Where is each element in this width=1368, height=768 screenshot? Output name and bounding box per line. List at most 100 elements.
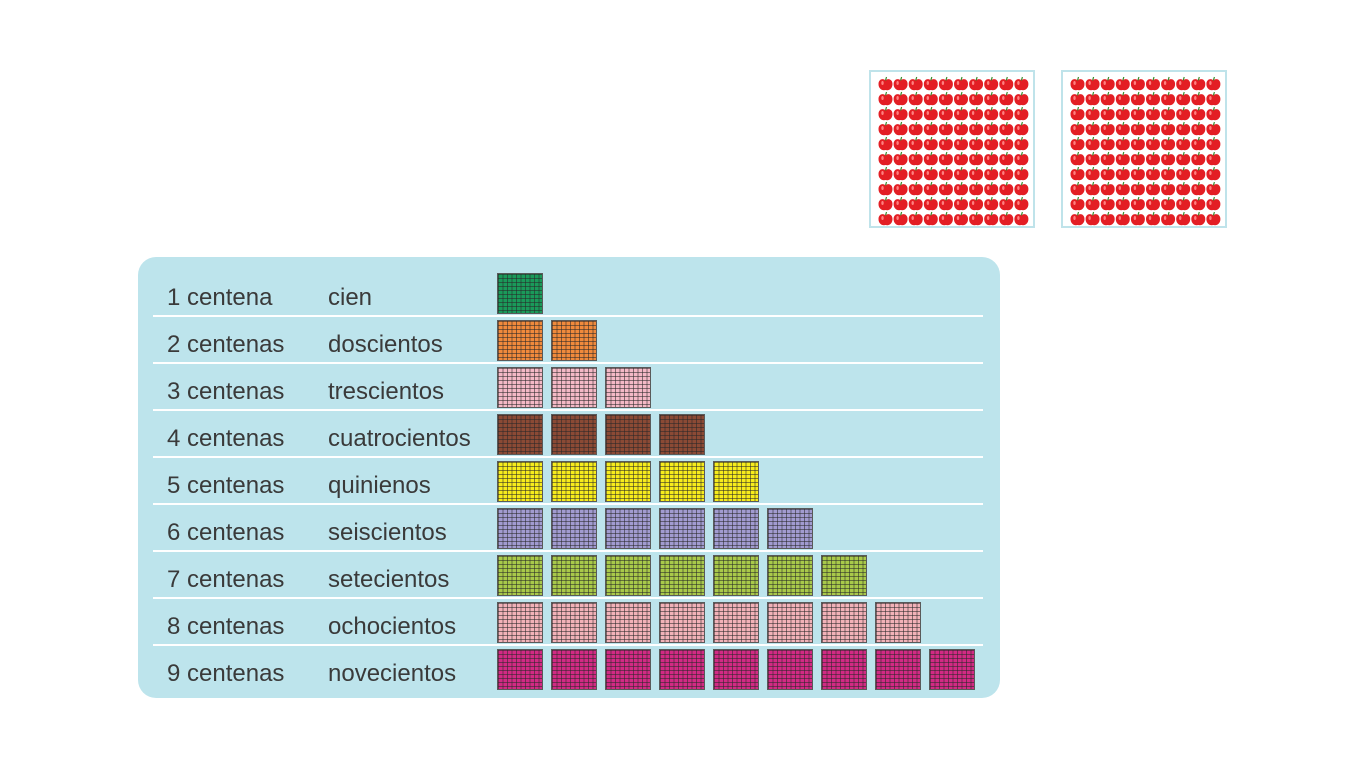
hundred-block <box>605 602 651 643</box>
apple-icon <box>1176 181 1191 196</box>
table-row: 5 centenas quinienos <box>153 458 983 505</box>
apple-icon <box>878 196 893 211</box>
apple-icon <box>999 106 1014 121</box>
apple-icon <box>969 181 984 196</box>
apple-icon <box>908 91 923 106</box>
hundred-block <box>713 649 759 690</box>
hundred-block <box>713 602 759 643</box>
apple-icon <box>1146 196 1160 211</box>
apple-icon <box>1100 196 1115 211</box>
apple-icon <box>1085 166 1100 181</box>
apple-icon <box>908 181 923 196</box>
table-row: 4 centenas cuatrocientos <box>153 411 983 458</box>
apple-icon <box>954 181 968 196</box>
apple-icon <box>999 181 1014 196</box>
apple-icon <box>1206 166 1221 181</box>
apple-icon <box>954 76 968 91</box>
hundred-block <box>659 602 705 643</box>
hundred-block <box>497 414 543 455</box>
apple-icon <box>1070 76 1085 91</box>
apple-icon <box>1070 181 1085 196</box>
apple-icon <box>1085 91 1100 106</box>
hundred-block <box>659 649 705 690</box>
hundred-block <box>551 414 597 455</box>
row-divider <box>153 550 983 552</box>
apple-icon <box>923 121 938 136</box>
apple-icon <box>893 151 908 166</box>
hundred-block <box>497 320 543 361</box>
apple-icon <box>1161 196 1176 211</box>
row-word-label: cien <box>328 284 373 311</box>
apple-icon <box>908 136 923 151</box>
apple-icon <box>1146 166 1160 181</box>
apple-icon <box>938 196 953 211</box>
hundred-block <box>551 508 597 549</box>
apple-icon <box>1085 106 1100 121</box>
hundred-block <box>497 508 543 549</box>
apple-icon <box>999 166 1014 181</box>
hundred-block <box>659 555 705 596</box>
apple-icon <box>954 91 968 106</box>
hundred-block <box>497 555 543 596</box>
apple-icon <box>1100 181 1115 196</box>
apple-icon <box>1085 211 1100 226</box>
apple-icon <box>908 196 923 211</box>
apple-icon <box>1085 196 1100 211</box>
apple-icon <box>1115 121 1130 136</box>
apple-icon <box>1014 151 1029 166</box>
hundred-block <box>929 649 975 690</box>
row-word-label: doscientos <box>328 331 443 358</box>
apple-icon <box>1100 166 1115 181</box>
apple-icon <box>1085 76 1100 91</box>
apple-icon <box>984 106 999 121</box>
apple-hundred-box-1 <box>869 70 1035 228</box>
apple-icon <box>954 196 968 211</box>
row-word-label: quinienos <box>328 472 431 499</box>
apple-icon <box>954 106 968 121</box>
apple-icon <box>878 151 893 166</box>
apple-icon <box>1206 91 1221 106</box>
hundred-block <box>821 602 867 643</box>
apple-icon <box>1014 196 1029 211</box>
apple-icon <box>1085 151 1100 166</box>
apple-icon <box>1014 166 1029 181</box>
row-divider <box>153 644 983 646</box>
apple-icon <box>1070 91 1085 106</box>
row-count-label: 2 centenas <box>167 331 285 358</box>
row-word-label: novecientos <box>328 660 457 687</box>
apple-grid-icon <box>1070 76 1221 226</box>
apple-icon <box>923 151 938 166</box>
apple-icon <box>1130 181 1145 196</box>
apple-icon <box>878 91 893 106</box>
apple-icon <box>1161 211 1176 226</box>
table-row: 3 centenas trescientos <box>153 364 983 411</box>
hundred-block <box>605 367 651 408</box>
row-count-label: 4 centenas <box>167 425 285 452</box>
apple-icon <box>1130 76 1145 91</box>
apple-icon <box>938 181 953 196</box>
apple-icon <box>969 166 984 181</box>
apple-icon <box>878 76 893 91</box>
table-row: 9 centenas novecientos <box>153 646 983 693</box>
apple-icon <box>878 181 893 196</box>
apple-icon <box>1130 166 1145 181</box>
apple-hundred-box-2 <box>1061 70 1227 228</box>
apple-icon <box>1115 151 1130 166</box>
apple-icon <box>878 121 893 136</box>
apple-icon <box>923 166 938 181</box>
hundred-block <box>551 602 597 643</box>
apple-icon <box>969 121 984 136</box>
apple-icon <box>1014 106 1029 121</box>
apple-icon <box>1161 121 1176 136</box>
apple-icon <box>1191 91 1206 106</box>
apple-icon <box>1146 91 1160 106</box>
apple-icon <box>1100 106 1115 121</box>
hundred-block <box>767 555 813 596</box>
apple-icon <box>908 76 923 91</box>
apple-icon <box>893 211 908 226</box>
apple-icon <box>1085 136 1100 151</box>
row-divider <box>153 456 983 458</box>
apple-icon <box>878 166 893 181</box>
hundred-block <box>497 367 543 408</box>
row-count-label: 5 centenas <box>167 472 285 499</box>
